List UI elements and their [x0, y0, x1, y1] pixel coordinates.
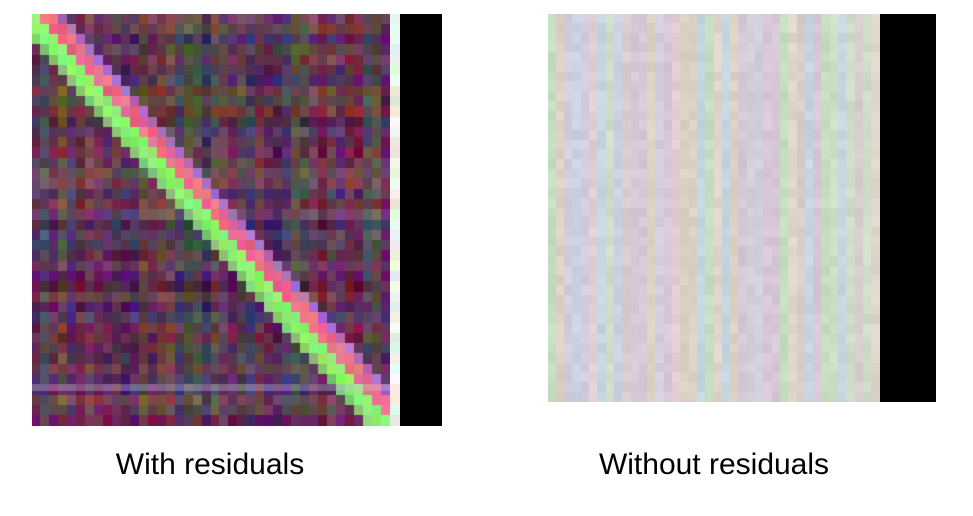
with-residuals-black-bar — [400, 14, 442, 426]
with-residuals-heatmap — [32, 14, 390, 426]
without-residuals-heatmap — [548, 14, 880, 402]
with-residuals-panel — [32, 14, 442, 426]
without-residuals-black-bar — [880, 14, 936, 402]
without-residuals-panel — [548, 14, 936, 402]
with-residuals-caption: With residuals — [115, 448, 305, 481]
with-residuals-edge-strip — [390, 14, 400, 426]
without-residuals-caption: Without residuals — [598, 448, 830, 481]
